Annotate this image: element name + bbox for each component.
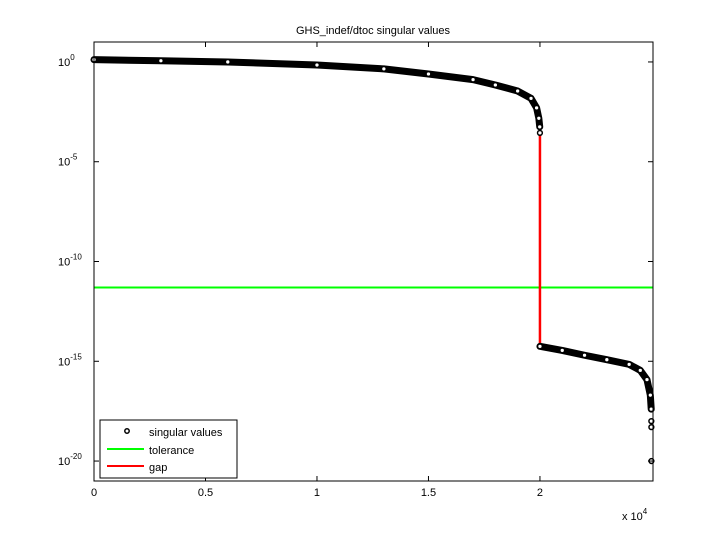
singular-value-point	[425, 70, 432, 78]
singular-value-point	[637, 367, 644, 374]
y-tick-label: 10-10	[58, 253, 82, 269]
y-tick-label: 10-15	[58, 352, 82, 368]
legend-label-gap: gap	[149, 462, 167, 474]
x-tick-label: 0.5	[198, 487, 213, 499]
x-tick-label: 0	[91, 487, 97, 499]
legend-marker-singular-values	[124, 428, 130, 434]
singular-value-point	[313, 61, 321, 69]
singular-value-point	[224, 58, 231, 66]
legend-label-singular-values: singular values	[149, 427, 223, 439]
x-multiplier-exp: 4	[643, 507, 648, 516]
y-tick-label: 100	[58, 53, 75, 69]
singular-value-point	[157, 57, 165, 64]
y-tick-label: 10-5	[58, 153, 78, 169]
singular-value-point	[648, 405, 655, 413]
singular-value-point	[533, 104, 540, 112]
singular-value-point	[536, 123, 543, 130]
singular-value-point	[559, 347, 566, 354]
x-tick-label: 1.5	[421, 487, 436, 499]
legend: singular values tolerance gap	[99, 419, 238, 479]
singular-value-point	[643, 376, 651, 383]
singular-value-point	[581, 352, 588, 359]
singular-value-point	[380, 65, 388, 73]
singular-value-point	[647, 392, 654, 399]
x-multiplier-base: x 10	[622, 511, 643, 523]
singular-value-point	[536, 129, 544, 136]
singular-value-point	[514, 87, 521, 95]
singular-value-point	[469, 76, 477, 83]
singular-value-point	[536, 343, 544, 350]
singular-value-point	[603, 356, 610, 363]
chart-title: GHS_indef/dtoc singular values	[296, 25, 451, 37]
legend-label-tolerance: tolerance	[149, 445, 194, 457]
y-tick-label: 10-20	[58, 452, 82, 468]
singular-value-point	[535, 115, 542, 122]
singular-value-point	[527, 95, 535, 102]
singular-value-point	[492, 81, 499, 89]
x-tick-label: 1	[314, 487, 320, 499]
plot-area	[94, 42, 653, 481]
x-tick-label: 2	[537, 487, 543, 499]
x-multiplier: x 104	[622, 507, 648, 523]
singular-value-point	[625, 361, 633, 368]
